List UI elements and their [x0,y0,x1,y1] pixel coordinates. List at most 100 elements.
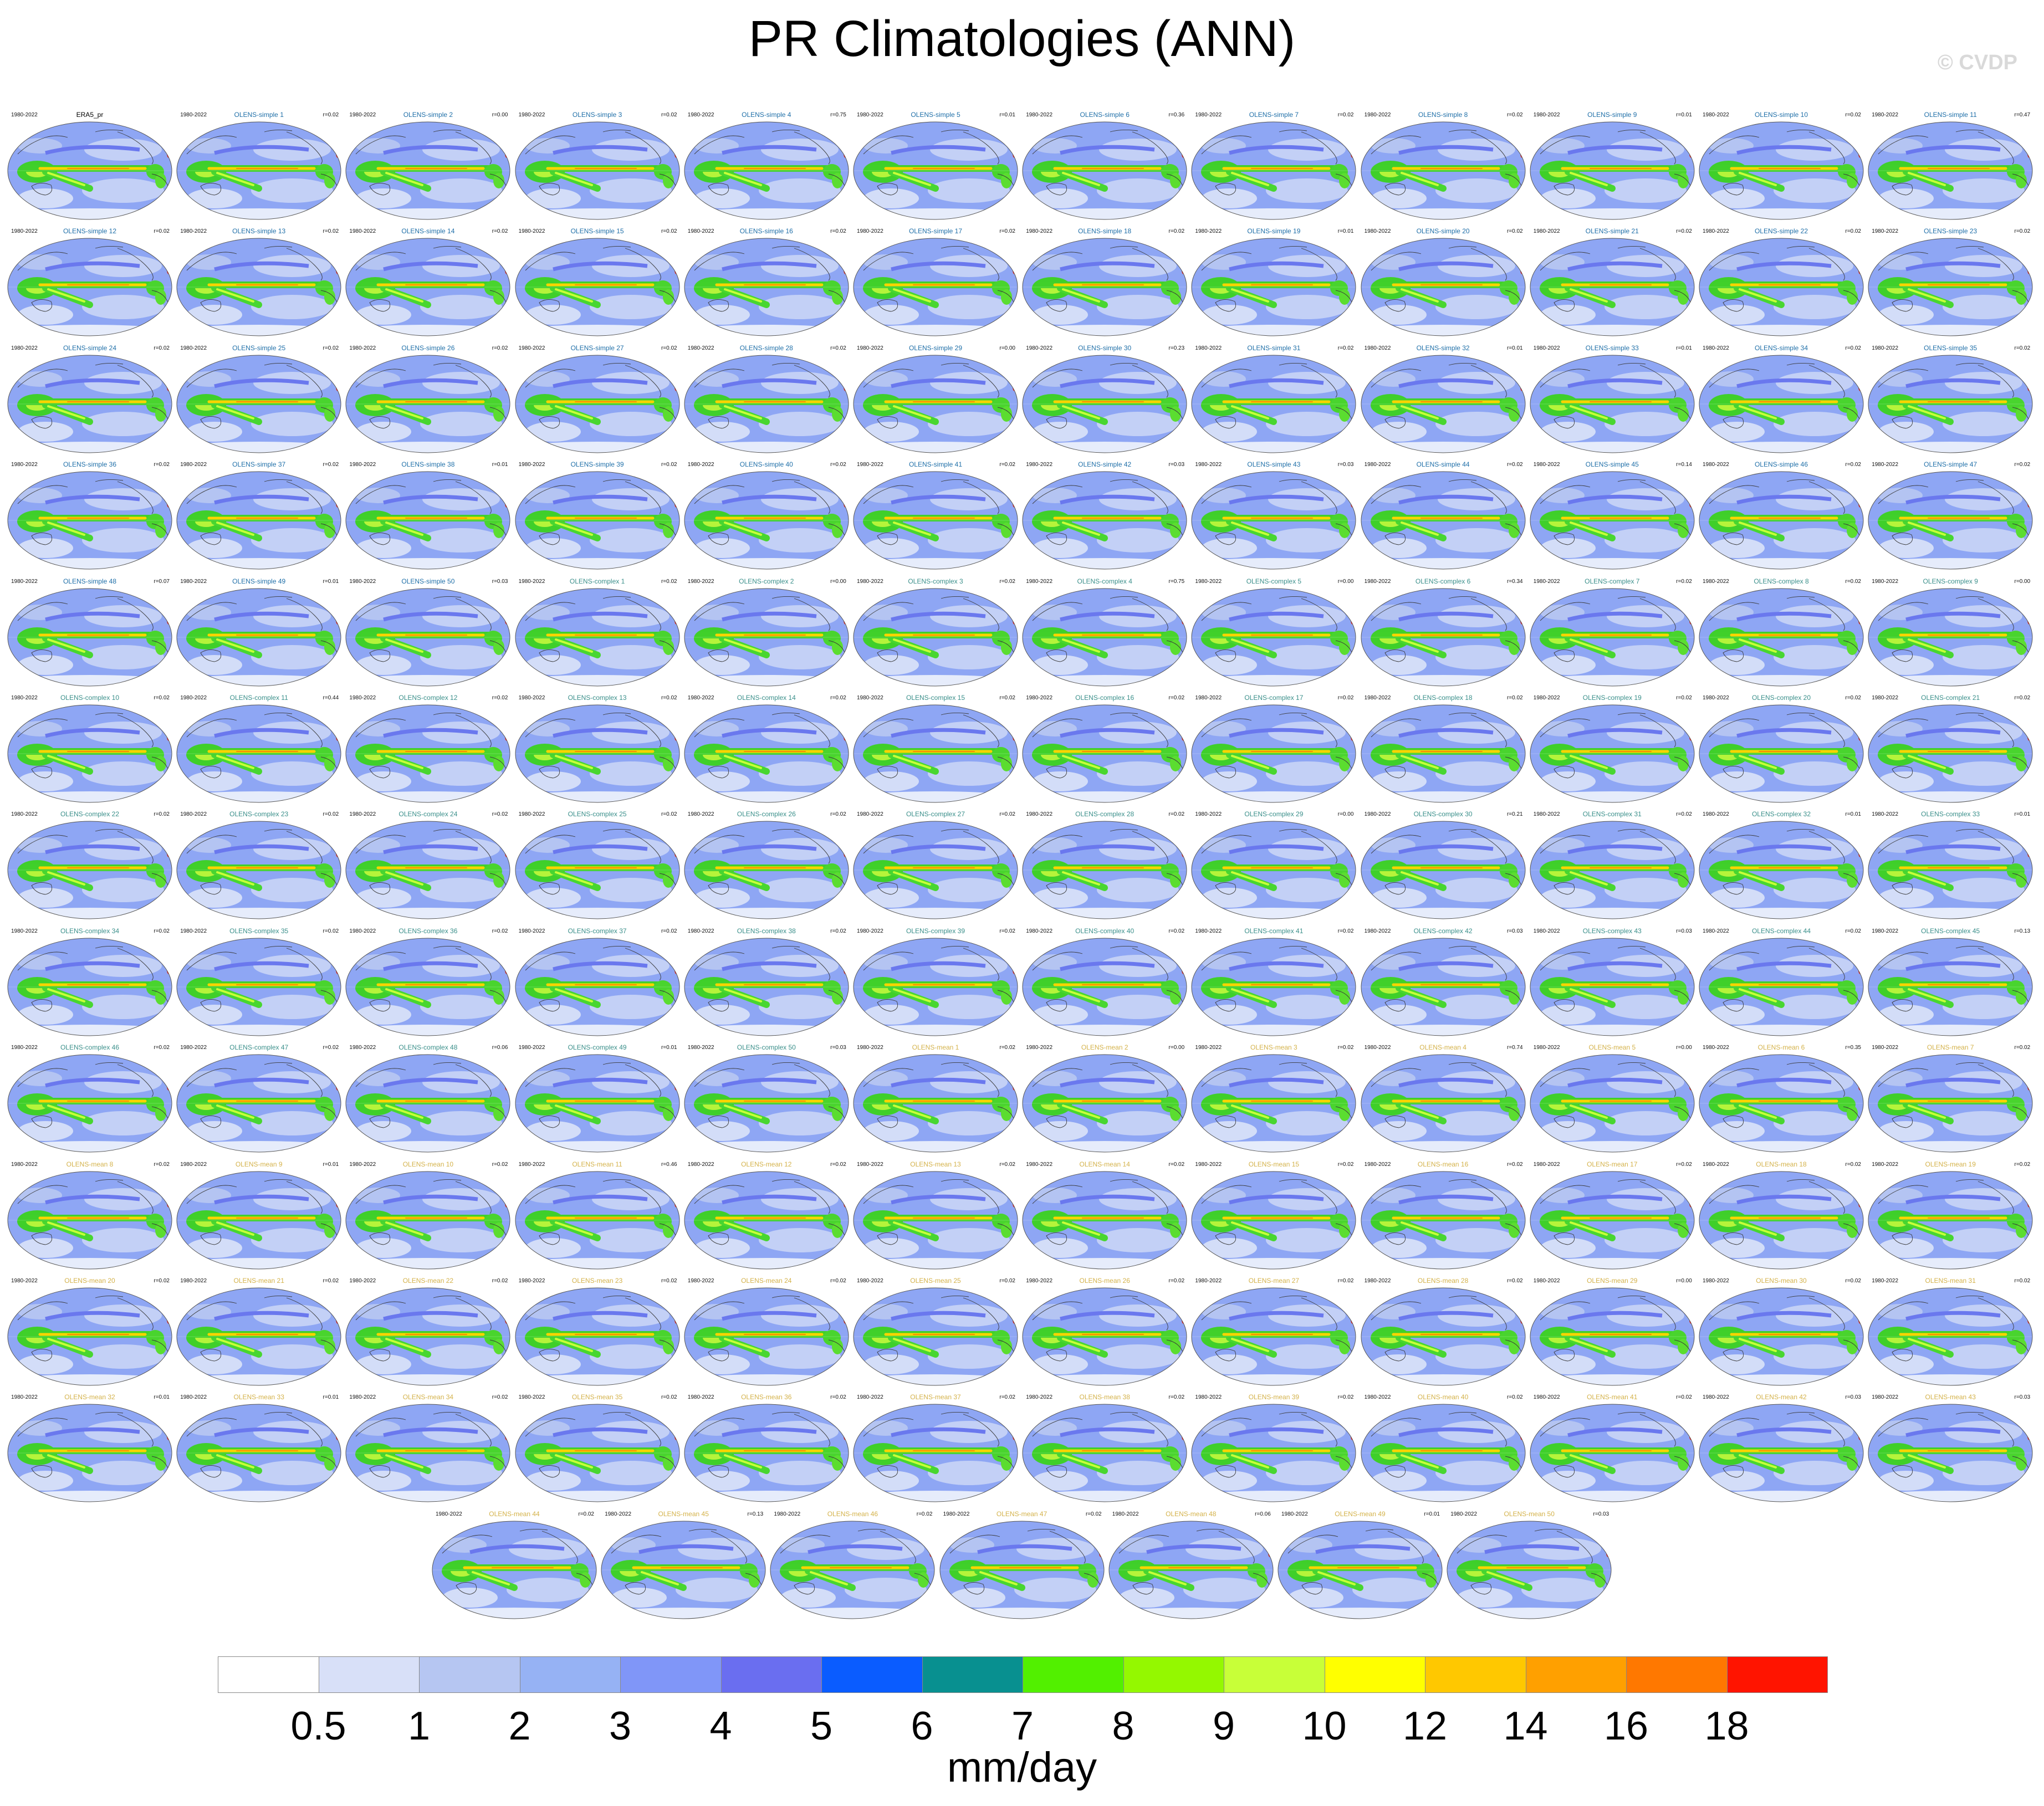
panel-period: 1980-2022 [1533,1394,1560,1401]
panel-period: 1980-2022 [11,1278,38,1284]
map-panel: 1980-2022 OLENS-complex 48 r=0.06 [345,1043,511,1154]
panel-title: OLENS-simple 33 [1585,344,1639,352]
panel-r-value: r=0.75 [1168,578,1185,585]
map-panel: 1980-2022 OLENS-mean 49 r=0.01 [1277,1510,1443,1621]
panel-period: 1980-2022 [605,1511,632,1517]
precip-map [853,938,1018,1036]
panel-r-value: r=0.02 [1168,1278,1185,1284]
map-panel: 1980-2022 OLENS-complex 2 r=0.00 [683,577,850,688]
map-panel: 1980-2022 OLENS-simple 32 r=0.01 [1360,344,1526,455]
panel-period: 1980-2022 [857,462,883,468]
panel-title: OLENS-simple 13 [232,227,286,236]
map-panel: 1980-2022 OLENS-mean 13 r=0.02 [852,1160,1019,1271]
panel-period: 1980-2022 [1703,345,1729,351]
panel-title: OLENS-complex 50 [737,1043,796,1052]
precip-map [853,1404,1018,1502]
precip-map [1530,355,1695,453]
panel-title: OLENS-mean 5 [1588,1043,1636,1052]
precip-map [1530,121,1695,220]
panel-title: OLENS-mean 37 [910,1393,961,1401]
panel-period: 1980-2022 [687,811,714,818]
panel-period: 1980-2022 [687,462,714,468]
precip-map [1699,938,1864,1036]
panel-period: 1980-2022 [518,462,545,468]
precip-map [176,355,341,453]
map-panel: 1980-2022 OLENS-complex 39 r=0.02 [852,927,1019,1038]
precip-map [684,1171,849,1270]
colorbar-swatch [1224,1656,1325,1693]
panel-title: OLENS-complex 15 [906,694,965,702]
panel-r-value: r=0.02 [1168,928,1185,934]
colorbar-tick-label: 1 [407,1704,431,1748]
map-panel: 1980-2022 OLENS-complex 33 r=0.01 [1867,810,2033,921]
panel-title: OLENS-simple 40 [739,461,793,469]
panel-r-value: r=0.02 [1337,1394,1354,1401]
panel-title: OLENS-simple 48 [63,577,117,585]
map-panel: 1980-2022 OLENS-complex 7 r=0.02 [1529,577,1695,688]
panel-r-value: r=0.01 [1337,228,1354,235]
panel-period: 1980-2022 [1026,1161,1053,1168]
panel-r-value: r=0.02 [1676,695,1692,701]
panel-period: 1980-2022 [1533,462,1560,468]
panel-title: OLENS-mean 40 [1417,1393,1469,1401]
map-panel: 1980-2022 OLENS-mean 43 r=0.03 [1867,1393,2033,1504]
precip-map [515,1287,680,1386]
precip-map [1447,1521,1612,1619]
precip-map [1191,238,1356,336]
precip-map [1022,1404,1187,1502]
panel-title: OLENS-complex 23 [229,810,289,818]
panel-period: 1980-2022 [1026,1045,1053,1051]
map-panel: 1980-2022 OLENS-complex 16 r=0.02 [1021,694,1188,805]
map-panel: 1980-2022 OLENS-complex 11 r=0.44 [176,694,342,805]
colorbar-tick-label: 14 [1503,1704,1548,1748]
map-panel: 1980-2022 OLENS-complex 45 r=0.13 [1867,927,2033,1038]
panel-r-value: r=0.02 [323,112,339,118]
panel-period: 1980-2022 [180,345,207,351]
panel-title: OLENS-simple 21 [1585,227,1639,236]
map-panel: 1980-2022 OLENS-complex 47 r=0.02 [176,1043,342,1154]
map-panel: 1980-2022 OLENS-mean 50 r=0.03 [1446,1510,1612,1621]
panel-title: OLENS-simple 2 [403,111,453,119]
panel-title: OLENS-mean 34 [402,1393,454,1401]
map-panel: 1980-2022 OLENS-complex 32 r=0.01 [1698,810,1864,921]
panel-r-value: r=0.02 [1845,112,1861,118]
panel-title: OLENS-mean 47 [996,1510,1047,1518]
panel-title: OLENS-simple 5 [911,111,960,119]
panel-r-value: r=0.02 [1168,1161,1185,1168]
panel-r-value: r=0.02 [830,1161,846,1168]
panel-title: OLENS-complex 29 [1244,810,1304,818]
panel-period: 1980-2022 [1872,578,1899,585]
map-panel: 1980-2022 OLENS-simple 49 r=0.01 [176,577,342,688]
precip-map [1530,704,1695,803]
panel-period: 1980-2022 [1195,695,1222,701]
panel-r-value: r=0.02 [1845,345,1861,351]
panel-r-value: r=0.02 [661,1394,677,1401]
precip-map [853,588,1018,687]
panel-period: 1980-2022 [180,112,207,118]
panel-r-value: r=0.02 [492,811,508,818]
panel-title: OLENS-complex 21 [1921,694,1980,702]
precip-map [1530,1404,1695,1502]
panel-title: OLENS-simple 43 [1247,461,1301,469]
panel-r-value: r=0.02 [1845,1278,1861,1284]
colorbar-tick-label: 6 [911,1704,933,1748]
map-panel: 1980-2022 OLENS-mean 33 r=0.01 [176,1393,342,1504]
precip-map [853,1054,1018,1153]
panel-r-value: r=0.02 [1845,1161,1861,1168]
panel-r-value: r=0.06 [1255,1511,1271,1517]
map-panel: 1980-2022 OLENS-complex 12 r=0.02 [345,694,511,805]
panel-r-value: r=0.02 [154,811,170,818]
panel-title: OLENS-simple 17 [908,227,963,236]
panel-period: 1980-2022 [687,112,714,118]
panel-title: OLENS-simple 47 [1924,461,1977,469]
panel-r-value: r=0.02 [154,1278,170,1284]
panel-r-value: r=0.02 [154,462,170,468]
panel-r-value: r=0.03 [1593,1511,1609,1517]
colorbar-swatch [519,1656,621,1693]
map-panel: 1980-2022 OLENS-simple 41 r=0.02 [852,461,1019,571]
panel-period: 1980-2022 [180,695,207,701]
panel-period: 1980-2022 [1872,1045,1899,1051]
map-panel: 1980-2022 OLENS-complex 29 r=0.00 [1190,810,1357,921]
map-panel: 1980-2022 OLENS-mean 44 r=0.02 [431,1510,597,1621]
panel-period: 1980-2022 [349,345,376,351]
